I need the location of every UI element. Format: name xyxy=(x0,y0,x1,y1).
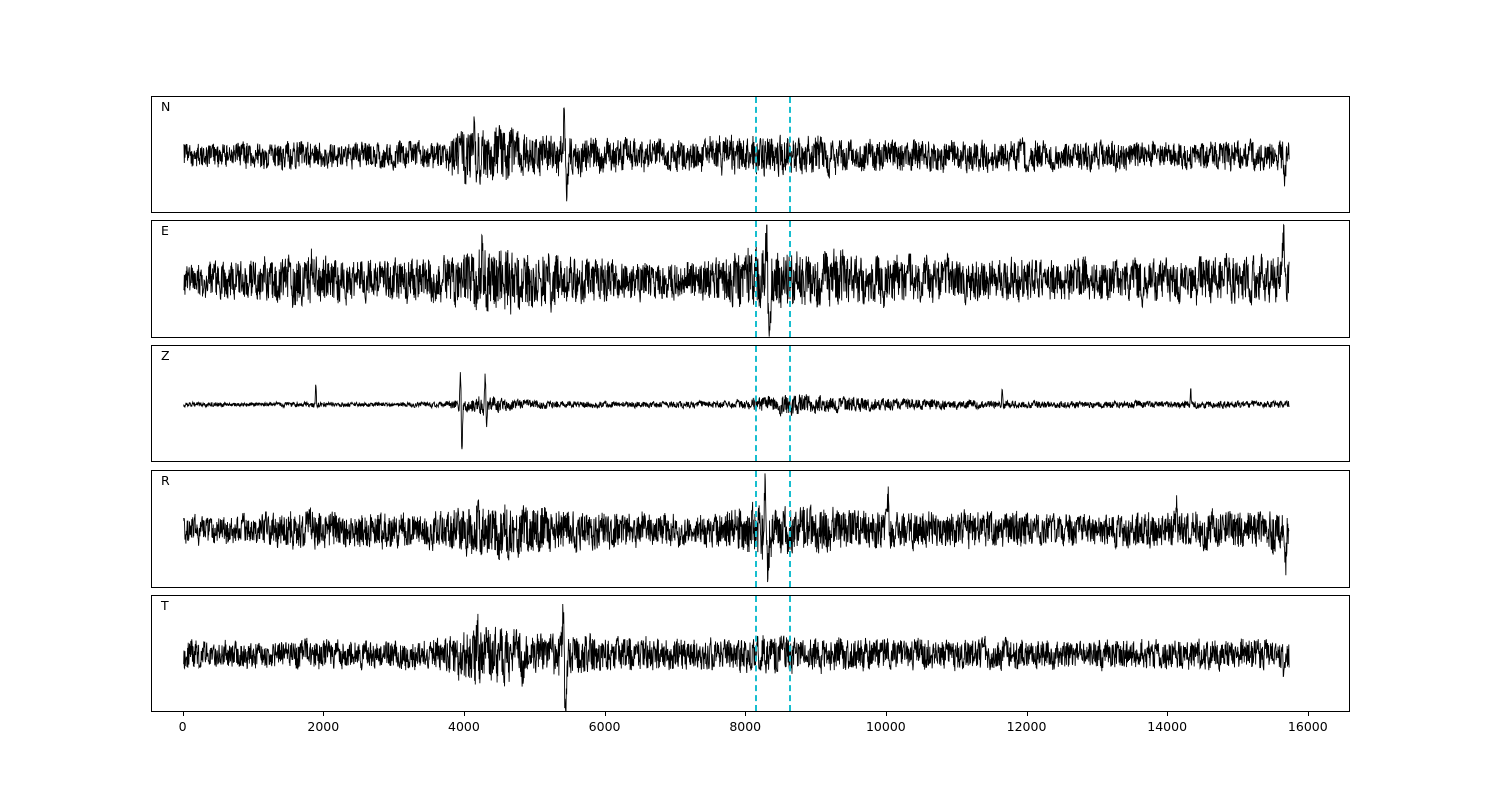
x-tick-label: 14000 xyxy=(1147,719,1188,734)
panel-label-e: E xyxy=(161,223,170,238)
phase-window-end-marker-t xyxy=(789,596,792,711)
x-tick-label: 4000 xyxy=(448,719,480,734)
x-tick-mark xyxy=(745,712,747,716)
x-tick-label: 0 xyxy=(178,719,187,734)
phase-window-end-marker-z xyxy=(789,346,792,461)
panel-label-r: R xyxy=(161,473,170,488)
x-tick-label: 6000 xyxy=(588,719,621,734)
x-tick-label: 12000 xyxy=(1006,719,1047,734)
phase-window-start-marker-z xyxy=(754,346,757,461)
x-tick-mark xyxy=(323,712,325,716)
panel-label-t: T xyxy=(161,598,169,613)
phase-window-start-marker-r xyxy=(754,471,757,587)
phase-window-end-marker-e xyxy=(789,221,792,337)
trace-panel-t: T xyxy=(151,595,1350,712)
x-axis: 0 2000 4000 6000 8000 10000 12000 14000 16000 xyxy=(151,712,1350,742)
waveform-trace-r xyxy=(183,473,1290,583)
x-tick-mark xyxy=(885,712,887,716)
x-tick-mark xyxy=(1026,712,1028,716)
x-tick-mark xyxy=(604,712,606,716)
x-tick-mark xyxy=(1307,712,1309,716)
x-tick-mark xyxy=(182,712,184,716)
x-tick-label: 16000 xyxy=(1287,719,1328,734)
phase-window-end-marker-r xyxy=(789,471,792,587)
phase-window-start-marker-e xyxy=(754,221,757,337)
phase-window-start-marker-n xyxy=(754,97,757,212)
trace-panel-e: E xyxy=(151,220,1350,338)
waveform-trace-z xyxy=(183,372,1290,450)
panel-label-n: N xyxy=(161,99,171,114)
x-tick-label: 2000 xyxy=(307,719,340,734)
x-tick-mark xyxy=(463,712,465,716)
x-tick-label: 8000 xyxy=(729,719,762,734)
trace-panel-z: Z xyxy=(151,345,1350,462)
trace-panel-n: N xyxy=(151,96,1350,213)
phase-window-end-marker-n xyxy=(789,97,792,212)
waveform-trace-e xyxy=(183,223,1290,337)
x-tick-label: 10000 xyxy=(865,719,906,734)
panel-label-z: Z xyxy=(161,348,170,363)
waveform-trace-n xyxy=(183,107,1290,202)
trace-panel-r: R xyxy=(151,470,1350,588)
waveform-trace-t xyxy=(183,604,1290,711)
x-tick-mark xyxy=(1167,712,1169,716)
phase-window-start-marker-t xyxy=(754,596,757,711)
